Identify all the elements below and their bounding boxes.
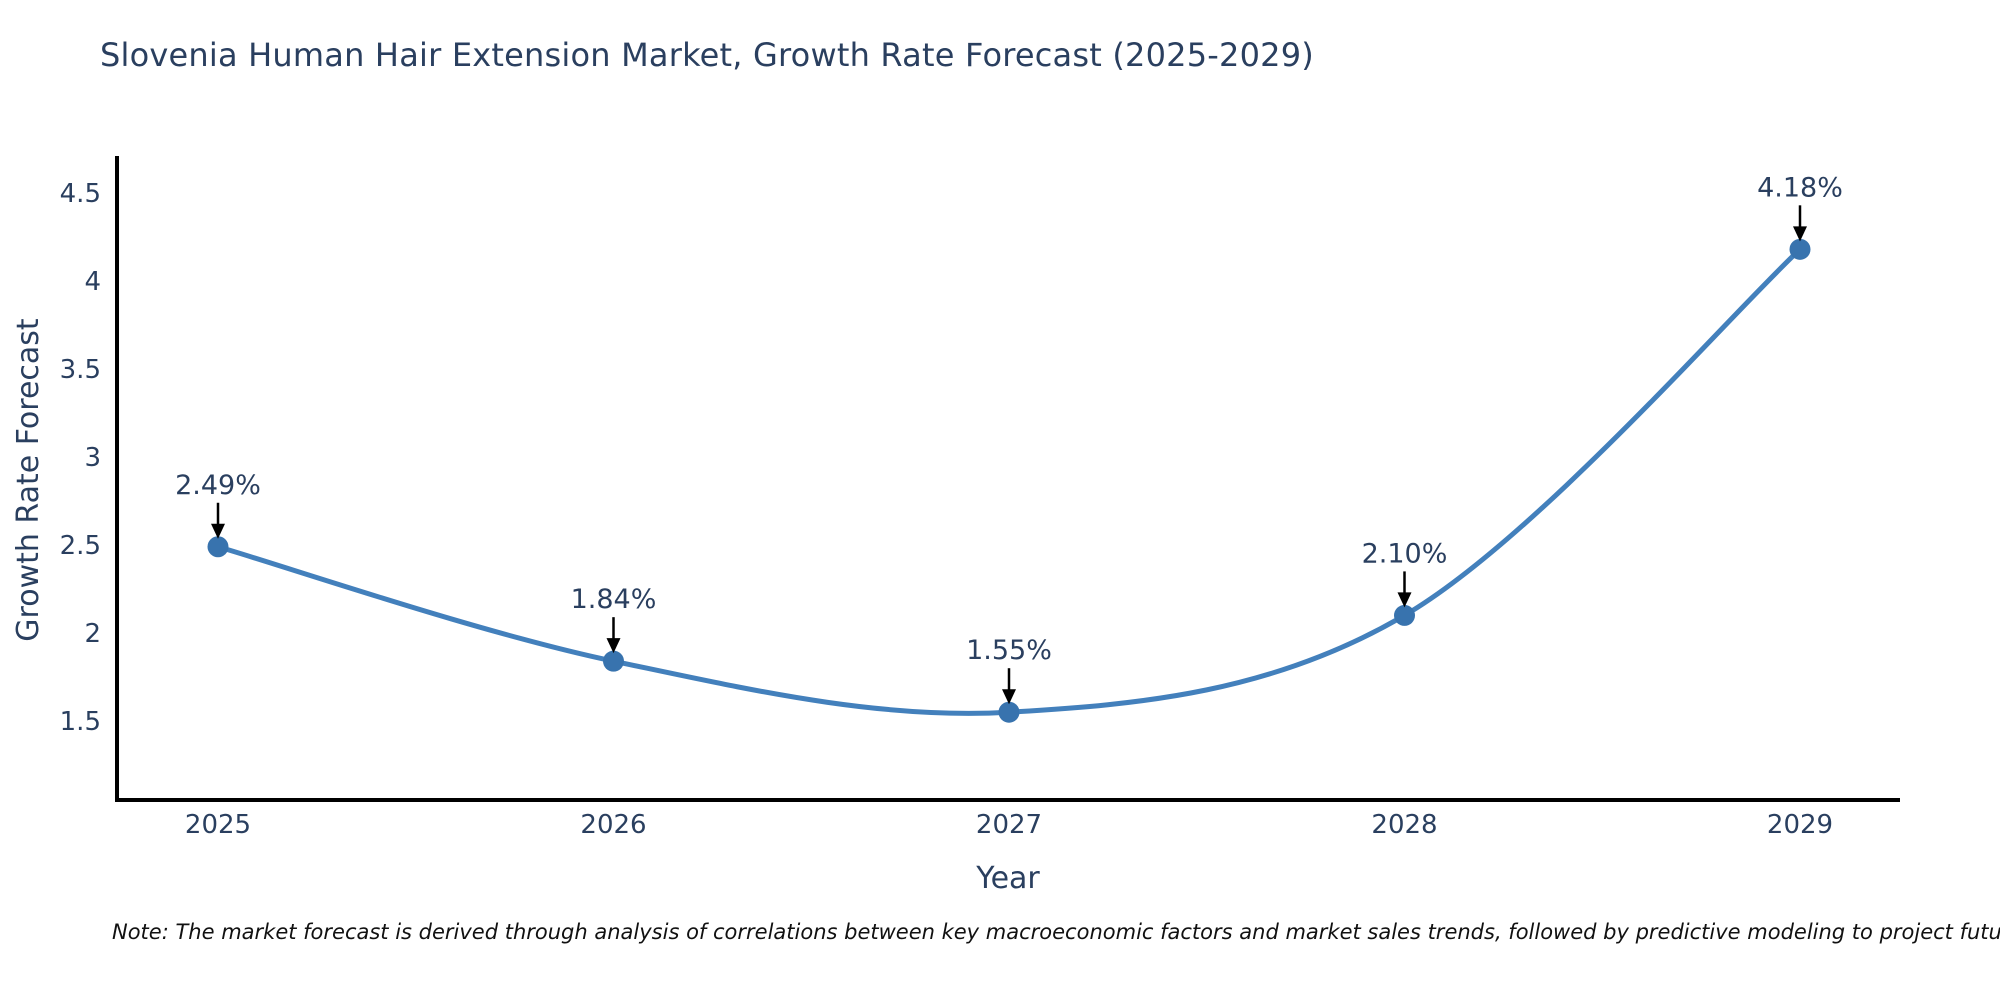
- footnote: Note: The market forecast is derived thr…: [112, 920, 2000, 944]
- y-tick-label: 1.5: [60, 707, 101, 737]
- x-tick-label: 2029: [1767, 810, 1833, 840]
- data-point-label: 1.84%: [571, 584, 657, 615]
- data-point-marker: [1789, 238, 1811, 260]
- y-tick-label: 3: [84, 443, 101, 473]
- data-point-marker: [207, 536, 229, 558]
- x-tick-label: 2025: [185, 810, 251, 840]
- data-point-marker: [603, 650, 624, 672]
- data-point-marker: [1394, 604, 1415, 626]
- x-tick-label: 2027: [976, 810, 1042, 840]
- chart-title: Slovenia Human Hair Extension Market, Gr…: [100, 36, 1314, 74]
- x-tick-label: 2026: [580, 810, 646, 840]
- plot-area: 1.5 2 2.5 3 3.5 4 4.5 2025 2026 2027 2028 2029 2.49%…: [60, 156, 1900, 840]
- annotation-arrowhead: [1002, 689, 1016, 705]
- x-tick-label: 2028: [1371, 810, 1437, 840]
- y-tick-label: 4.5: [60, 179, 101, 209]
- y-axis-title: Growth Rate Forecast: [11, 318, 46, 642]
- annotation-arrowhead: [606, 638, 621, 654]
- annotation-arrowhead: [211, 523, 225, 539]
- y-tick-label: 2: [84, 619, 101, 649]
- data-point-label: 2.49%: [175, 470, 261, 501]
- y-tick-label: 4: [84, 267, 101, 297]
- y-tick-label: 3.5: [60, 355, 101, 385]
- data-point-label: 4.18%: [1757, 172, 1843, 203]
- annotation-arrowhead: [1397, 592, 1412, 608]
- data-point-marker: [998, 701, 1020, 723]
- annotation-arrowhead: [1793, 226, 1807, 242]
- data-point-label: 1.55%: [966, 635, 1052, 666]
- y-tick-label: 2.5: [60, 531, 101, 561]
- x-axis-title: Year: [975, 861, 1040, 896]
- data-point-label: 2.10%: [1362, 538, 1448, 569]
